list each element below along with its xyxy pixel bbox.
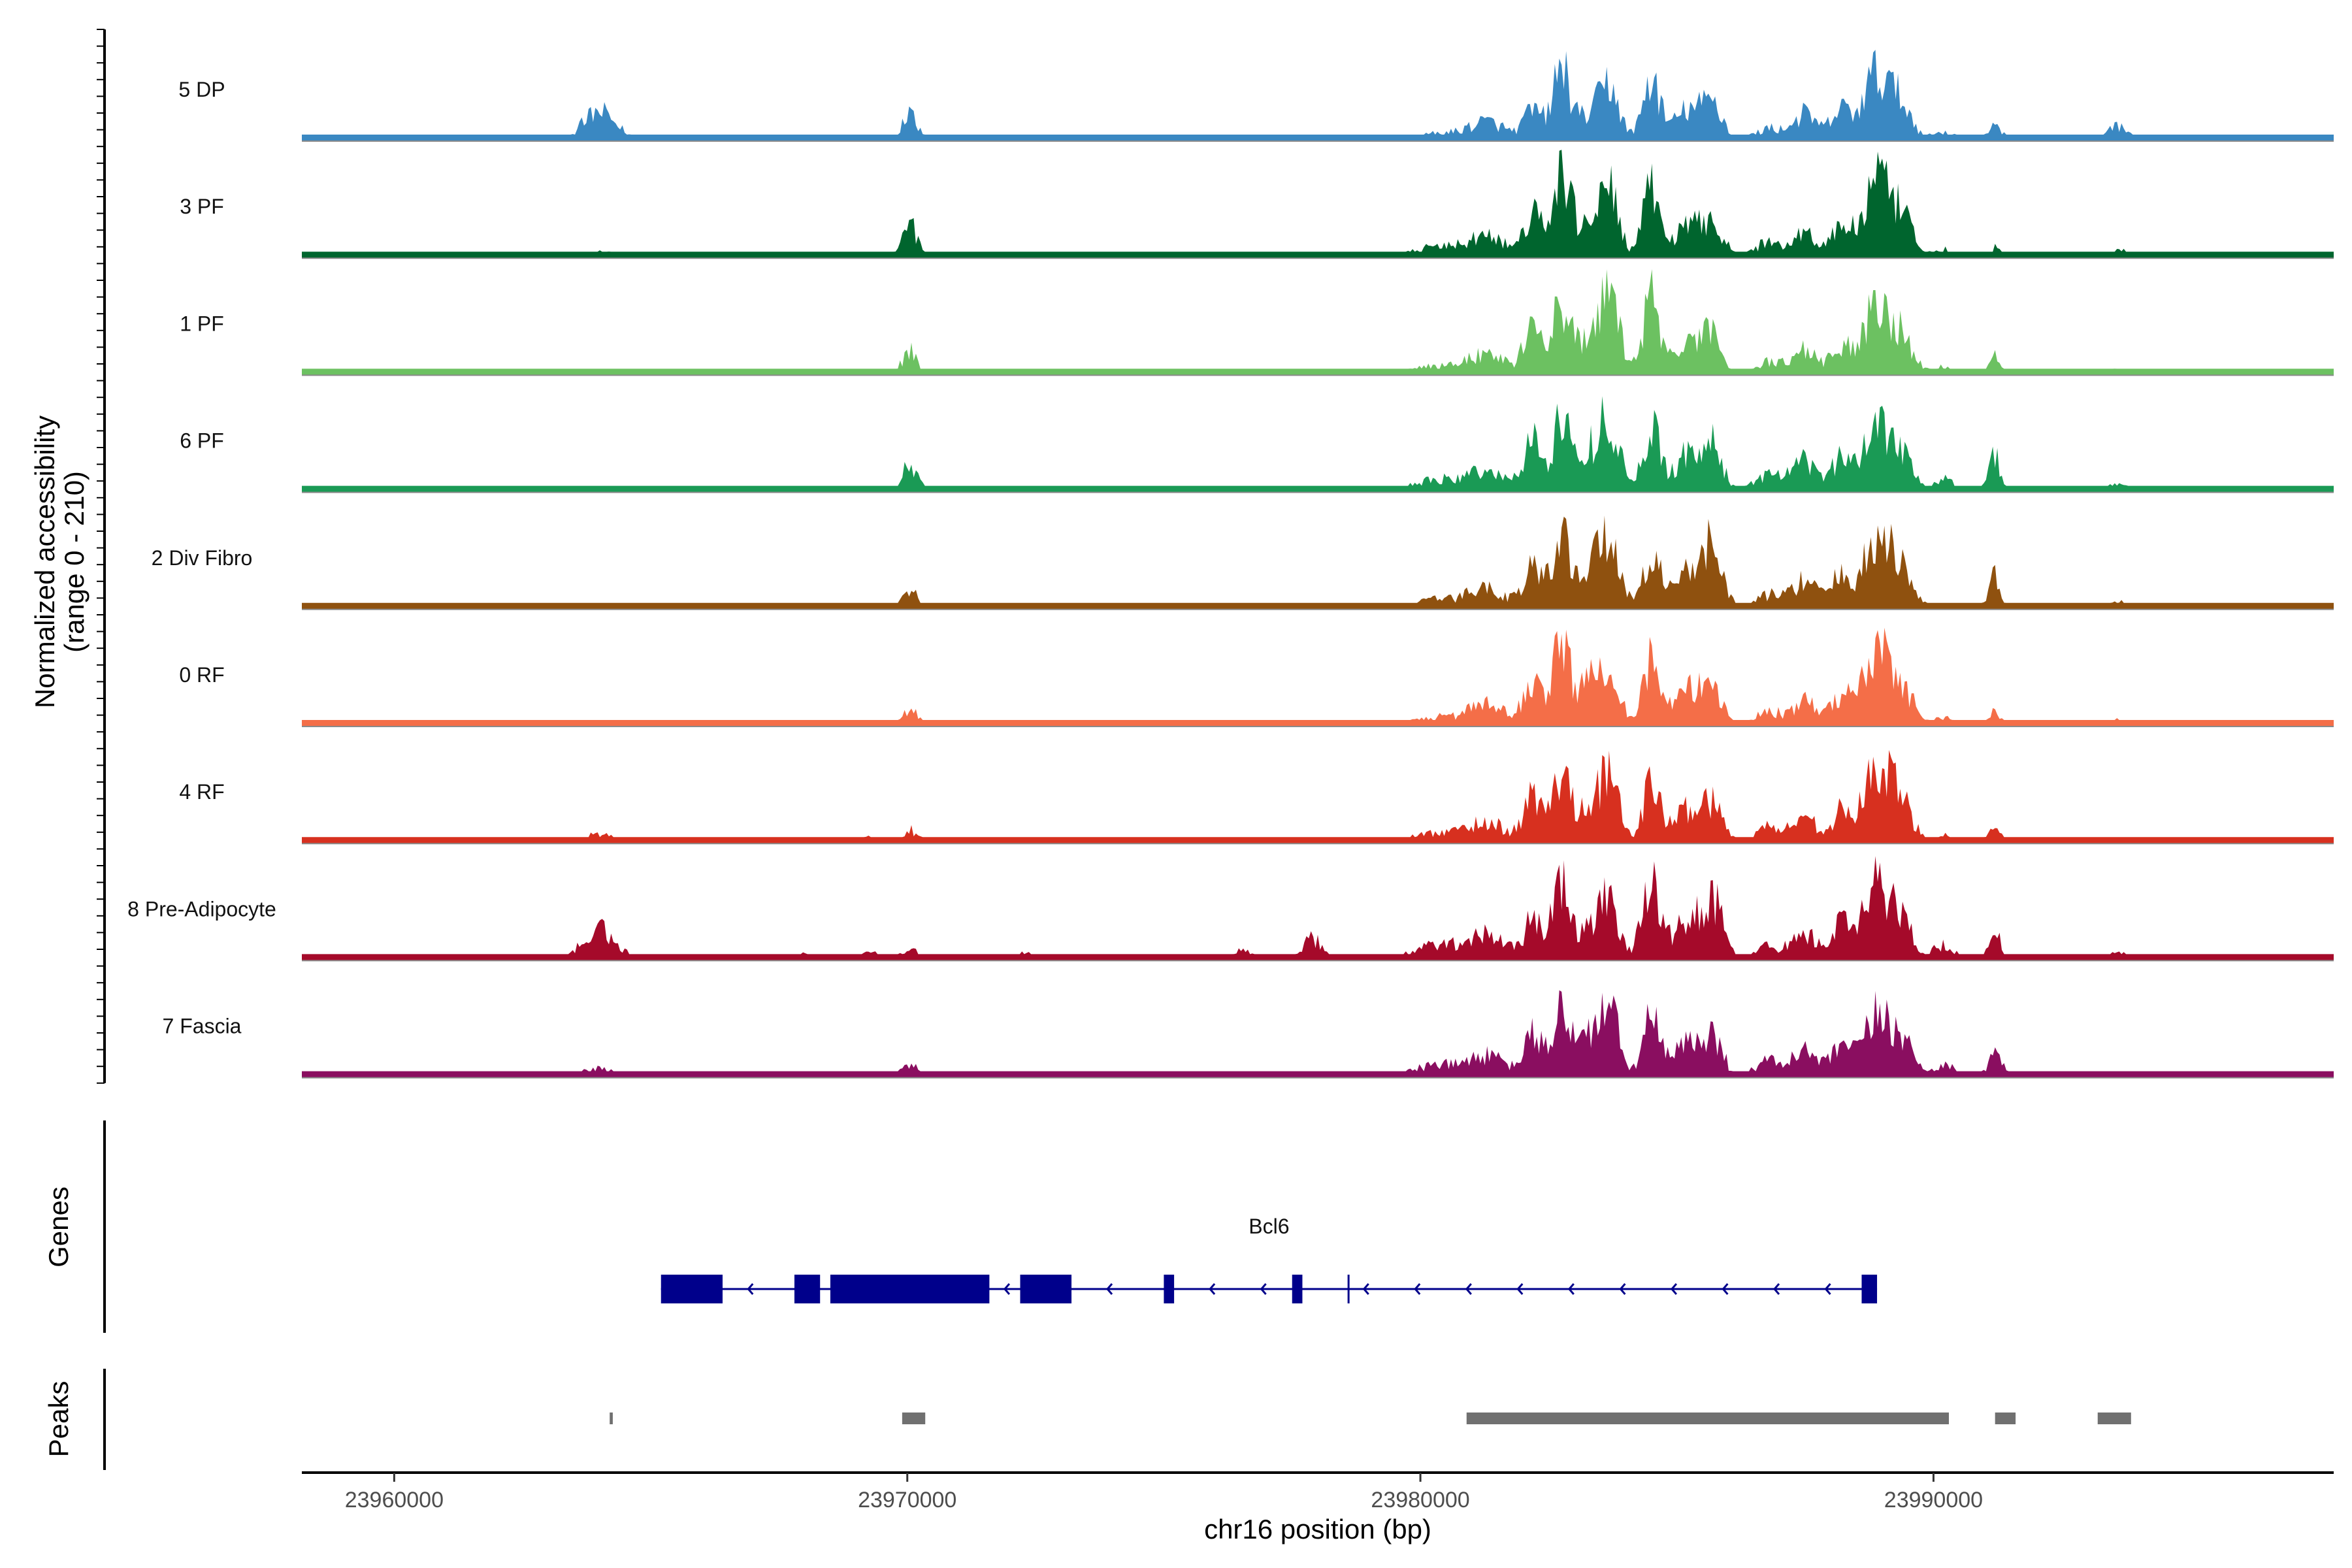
- strand-arrow: [1260, 1283, 1267, 1295]
- strand-arrow: [1209, 1283, 1216, 1295]
- coverage-track: 8 Pre-Adipocyte: [127, 856, 2334, 962]
- y-axis-title: Normalized accessibility: [29, 416, 60, 708]
- track-label: 1 PF: [180, 312, 224, 335]
- peaks-panel: [103, 1369, 2131, 1470]
- peak-region: [2097, 1413, 2131, 1424]
- coverage-track: 1 PF: [180, 269, 2334, 376]
- track-label: 5 DP: [178, 78, 225, 101]
- genes-panel-title: Genes: [43, 1186, 74, 1267]
- strand-arrow: [1567, 1283, 1575, 1295]
- coverage-area: [302, 515, 2334, 610]
- track-label: 6 PF: [180, 429, 224, 453]
- x-axis-title: chr16 position (bp): [1204, 1514, 1431, 1544]
- coverage-area: [302, 990, 2334, 1078]
- y-axis: [97, 29, 106, 1084]
- gene-exon: [1292, 1275, 1303, 1303]
- coverage-area: [302, 396, 2334, 493]
- strand-arrow: [1619, 1283, 1626, 1295]
- peak-region: [902, 1413, 926, 1424]
- gene-name-label: Bcl6: [1249, 1215, 1289, 1238]
- coverage-panel: 5 DP 3 PF 1 PF 6 PF 2 Div Fibro 0 RF 4 RF 8 Pre…: [97, 29, 2334, 1084]
- strand-arrow: [1414, 1283, 1421, 1295]
- strand-arrow: [1106, 1283, 1113, 1295]
- coverage-area: [302, 750, 2334, 844]
- y-axis-subtitle: (range 0 - 210): [59, 471, 90, 653]
- coverage-track: 0 RF: [179, 627, 2334, 727]
- track-label: 2 Div Fibro: [152, 546, 253, 570]
- strand-arrow: [1465, 1283, 1472, 1295]
- track-label: 8 Pre-Adipocyte: [127, 897, 276, 921]
- gene-exon: [1020, 1275, 1072, 1303]
- coverage-track: 5 DP: [178, 50, 2334, 142]
- track-label: 0 RF: [179, 663, 224, 687]
- gene-exon: [1861, 1275, 1878, 1303]
- strand-arrow: [1003, 1283, 1011, 1295]
- x-tick-label: 23960000: [345, 1488, 444, 1512]
- gene-exon: [1164, 1275, 1175, 1303]
- strand-arrow: [1362, 1283, 1369, 1295]
- strand-arrow: [1516, 1283, 1524, 1295]
- genes-panel: Bcl6: [103, 1120, 1878, 1333]
- coverage-track: 7 Fascia: [163, 990, 2334, 1079]
- coverage-area: [302, 856, 2334, 961]
- coverage-area: [302, 50, 2334, 141]
- coverage-area: [302, 269, 2334, 376]
- coverage-track: 6 PF: [180, 396, 2334, 493]
- strand-arrow: [1824, 1283, 1831, 1295]
- coverage-track: 2 Div Fibro: [152, 515, 2334, 610]
- coverage-track: 4 RF: [179, 750, 2334, 845]
- gene-model: Bcl6: [661, 1215, 1878, 1303]
- gene-exon: [661, 1275, 723, 1303]
- peak-region: [610, 1413, 613, 1424]
- coverage-track: 3 PF: [180, 150, 2334, 259]
- x-tick-label: 23970000: [858, 1488, 956, 1512]
- x-axis: 23960000 23970000 23980000 23990000: [302, 1471, 2334, 1512]
- coverage-area: [302, 627, 2334, 727]
- x-tick-label: 23990000: [1884, 1488, 1983, 1512]
- peaks-panel-title: Peaks: [43, 1381, 74, 1458]
- strand-arrow: [1670, 1283, 1678, 1295]
- strand-arrow: [1722, 1283, 1729, 1295]
- gene-exon: [794, 1275, 821, 1303]
- track-label: 3 PF: [180, 195, 224, 218]
- gene-exon: [830, 1275, 990, 1303]
- track-label: 7 Fascia: [163, 1015, 242, 1038]
- x-tick-label: 23980000: [1371, 1488, 1469, 1512]
- coverage-area: [302, 150, 2334, 259]
- strand-arrow: [747, 1283, 754, 1295]
- track-label: 4 RF: [179, 780, 224, 804]
- peak-region: [1995, 1413, 2016, 1424]
- strand-arrow: [1773, 1283, 1780, 1295]
- peak-region: [1466, 1413, 1949, 1424]
